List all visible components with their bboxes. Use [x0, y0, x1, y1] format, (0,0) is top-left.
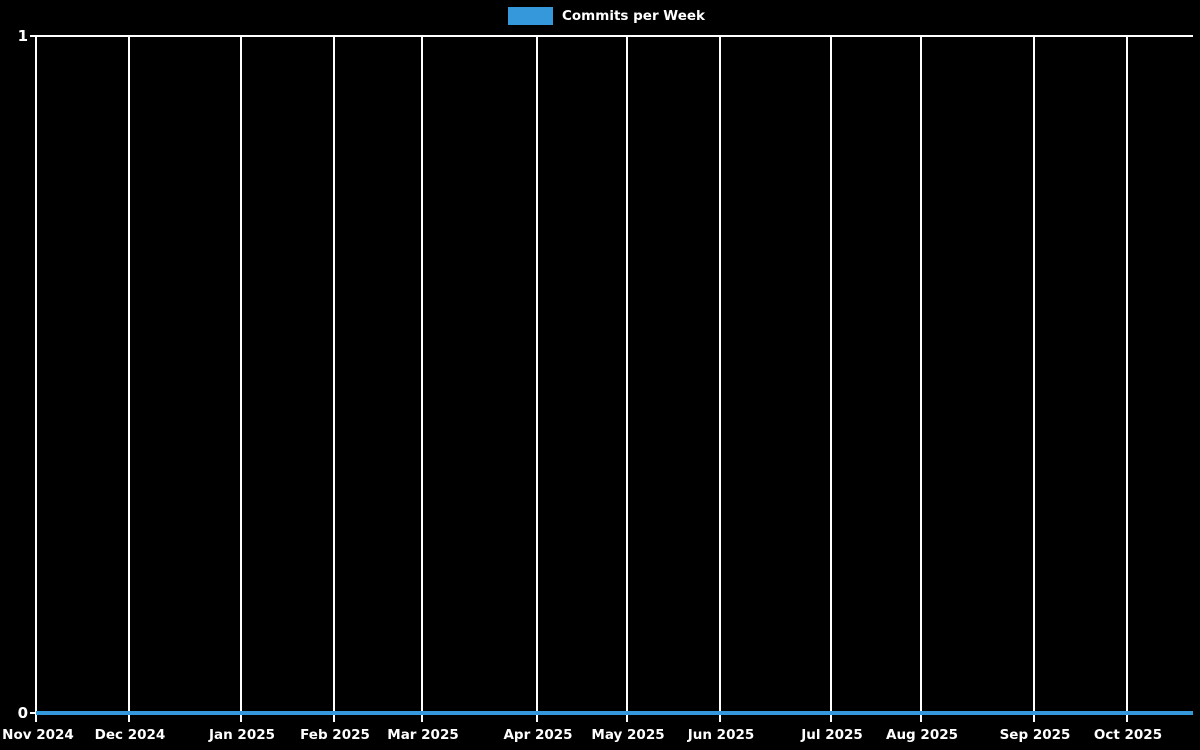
- gridline-apr-2025: [536, 36, 538, 722]
- y-tick-mark-1: [30, 35, 38, 37]
- x-tick-label-apr-2025: Apr 2025: [503, 727, 573, 743]
- x-tick-label-jan-2025: Jan 2025: [208, 727, 276, 743]
- gridline-sep-2025: [1033, 36, 1035, 722]
- x-tick-label-oct-2025: Oct 2025: [1093, 727, 1163, 743]
- gridline-jul-2025: [830, 36, 832, 722]
- legend-swatch-icon: [508, 7, 553, 25]
- x-tick-label-aug-2025: Aug 2025: [886, 727, 958, 743]
- gridline-mar-2025: [421, 36, 423, 722]
- x-tick-label-sep-2025: Sep 2025: [999, 727, 1071, 743]
- y-tick-mark-0: [30, 712, 38, 714]
- gridline-oct-2025: [1126, 36, 1128, 722]
- plot-top-border: [36, 35, 1193, 37]
- y-axis-line: [35, 36, 37, 722]
- chart-legend: Commits per Week: [508, 6, 705, 26]
- y-tick-label-1: 1: [17, 27, 28, 45]
- x-tick-label-jun-2025: Jun 2025: [687, 727, 755, 743]
- gridline-may-2025: [626, 36, 628, 722]
- x-tick-label-feb-2025: Feb 2025: [300, 727, 370, 743]
- y-tick-label-0: 0: [17, 704, 28, 722]
- gridline-jan-2025: [240, 36, 242, 722]
- x-tick-label-may-2025: May 2025: [591, 727, 665, 743]
- gridline-jun-2025: [719, 36, 721, 722]
- gridline-aug-2025: [920, 36, 922, 722]
- x-tick-label-jul-2025: Jul 2025: [801, 727, 863, 743]
- x-tick-label-nov-2024: Nov 2024: [2, 727, 74, 743]
- gridline-dec-2024: [128, 36, 130, 722]
- gridline-feb-2025: [333, 36, 335, 722]
- series-line-commits-per-week: [36, 711, 1193, 715]
- x-tick-label-dec-2024: Dec 2024: [94, 727, 166, 743]
- legend-label: Commits per Week: [562, 8, 706, 24]
- x-tick-label-mar-2025: Mar 2025: [387, 727, 459, 743]
